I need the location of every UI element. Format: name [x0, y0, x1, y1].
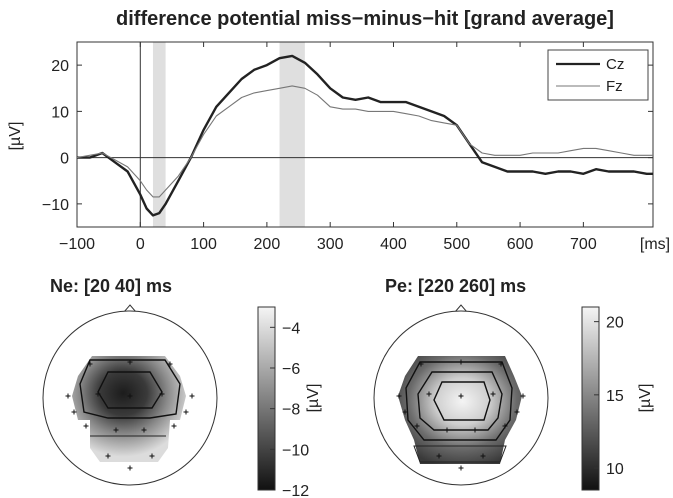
series-line-cz: [77, 54, 653, 217]
series-lines: [77, 54, 653, 217]
electrode-marker: [127, 393, 133, 399]
pe-topomap-title: Pe: [220 260] ms: [385, 276, 526, 296]
y-tick-label: 10: [51, 104, 69, 121]
pe-contour-1: [405, 361, 513, 441]
x-tick-label: 700: [570, 236, 597, 253]
colorbar-tick-label: −8: [282, 402, 300, 419]
electrode-marker: [480, 453, 486, 459]
pe-contour-4: [413, 445, 507, 463]
analysis-window-0: [152, 42, 166, 227]
electrode-marker: [141, 427, 147, 433]
electrode-marker: [414, 423, 420, 429]
colorbar-tick-label: −4: [282, 320, 300, 337]
electrode-marker: [458, 359, 464, 365]
ne-topomap: [42, 304, 218, 486]
pe-contour-3: [433, 381, 491, 421]
legend: Cz Fz: [547, 49, 649, 101]
electrode-marker: [113, 427, 119, 433]
electrode-marker: [87, 361, 93, 367]
y-tick-label: 20: [51, 58, 69, 75]
ne-topomap-title: Ne: [20 40] ms: [50, 276, 172, 296]
y-tick-label: 0: [60, 151, 69, 168]
legend-label-cz: Cz: [606, 56, 624, 73]
ne-contour-outer: [79, 359, 181, 419]
pe-topomap: [373, 304, 549, 486]
y-tick-label: −10: [42, 197, 69, 214]
chart-title: difference potential miss−minus−hit [gra…: [116, 8, 614, 30]
colorbar-tick-label: −10: [282, 442, 309, 459]
electrode-marker: [71, 409, 77, 415]
legend-box: [547, 49, 649, 101]
electrode-marker: [65, 393, 71, 399]
colorbar-tick-label: −12: [282, 483, 309, 498]
ne-colorbar-ticks: −4 −6 −8 −10 −12: [270, 320, 309, 498]
pe-contour-2: [417, 371, 503, 431]
pe-electrode-markers: [396, 359, 526, 471]
electrode-marker: [498, 361, 504, 367]
ne-colorbar-label: [µV]: [305, 384, 322, 413]
electrode-marker: [502, 423, 508, 429]
pe-interpolated-map: [398, 356, 522, 464]
electrode-marker: [514, 409, 520, 415]
electrode-marker: [520, 393, 526, 399]
pe-colorbar-ticks: 20 15 10: [594, 315, 624, 478]
electrode-marker: [149, 453, 155, 459]
electrode-marker: [167, 361, 173, 367]
x-tick-label: 500: [443, 236, 470, 253]
pe-colorbar-label: [µV]: [637, 384, 654, 413]
plot-frame: [76, 41, 654, 228]
x-tick-label: 200: [254, 236, 281, 253]
y-axis-label: [µV]: [7, 122, 24, 151]
series-line-fz: [77, 85, 653, 198]
x-tick-label: 600: [507, 236, 534, 253]
colorbar-tick-label: 20: [606, 315, 624, 332]
x-tick-label: 400: [380, 236, 407, 253]
electrode-marker: [183, 409, 189, 415]
colorbar-tick-label: −6: [282, 361, 300, 378]
electrode-marker: [83, 423, 89, 429]
electrode-marker: [418, 361, 424, 367]
pe-colorbar: [581, 306, 600, 491]
electrode-marker: [127, 359, 133, 365]
electrode-marker: [105, 453, 111, 459]
electrode-marker: [458, 465, 464, 471]
colorbar-tick-label: 15: [606, 388, 624, 405]
electrode-marker: [127, 465, 133, 471]
electrode-marker: [189, 393, 195, 399]
x-tick-label: −100: [59, 236, 95, 253]
electrode-marker: [426, 391, 432, 397]
electrode-marker: [396, 393, 402, 399]
analysis-window-1: [279, 42, 305, 227]
x-tick-label: 0: [136, 236, 145, 253]
legend-label-fz: Fz: [606, 78, 623, 95]
electrode-marker: [95, 391, 101, 397]
electrode-marker: [159, 391, 165, 397]
electrode-marker: [490, 391, 496, 397]
x-unit-label: [ms]: [640, 236, 670, 253]
x-tick-label: 100: [190, 236, 217, 253]
electrode-marker: [436, 453, 442, 459]
electrode-marker: [171, 423, 177, 429]
ne-colorbar: [257, 306, 276, 491]
analysis-windows: [152, 42, 305, 227]
colorbar-tick-label: 10: [606, 461, 624, 478]
electrode-marker: [458, 393, 464, 399]
electrode-marker: [444, 427, 450, 433]
ne-electrode-markers: [65, 359, 195, 471]
electrode-marker: [402, 409, 408, 415]
x-tick-label: 300: [317, 236, 344, 253]
electrode-marker: [472, 427, 478, 433]
